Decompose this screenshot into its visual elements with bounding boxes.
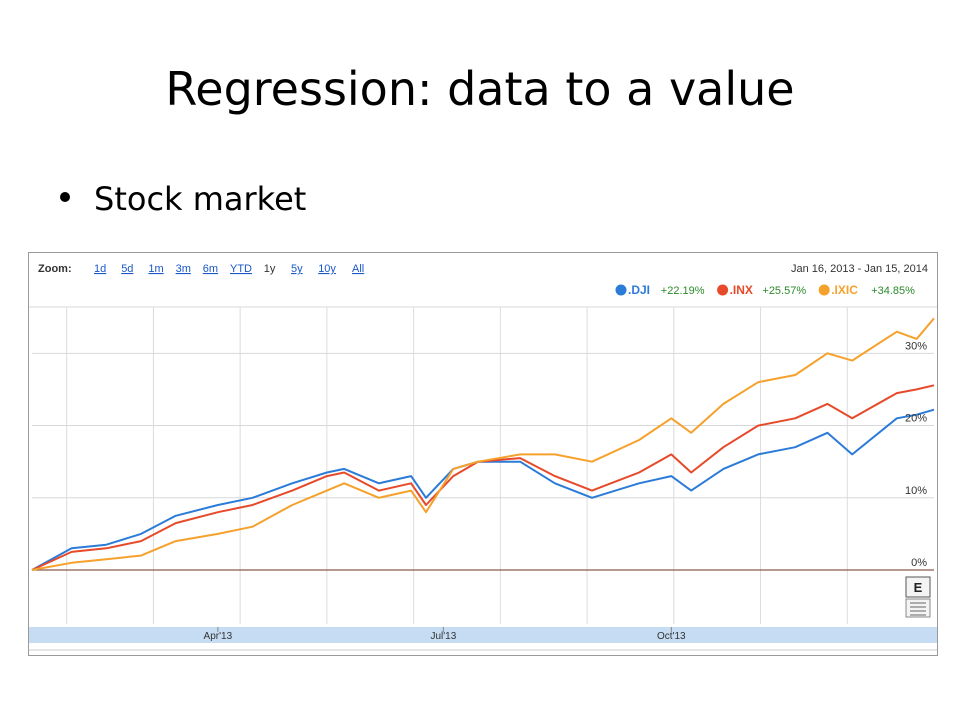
bullet-text: Stock market [94,180,307,218]
y-tick-label: 30% [905,340,927,352]
x-tick-label: Jul'13 [430,631,456,642]
date-range: Jan 16, 2013 - Jan 15, 2014 [791,263,928,275]
series-line-ixic [31,317,935,571]
zoom-option-6m[interactable]: 6m [203,263,218,275]
legend-dot-icon [818,284,830,296]
chart-border [28,252,938,656]
legend-series-name: .DJI [628,283,650,297]
x-tick-label: Oct'13 [657,631,686,642]
y-axis-ticks: 0% 10% 20% 30% [905,340,927,569]
zoom-option-1d[interactable]: 1d [94,263,106,275]
gridlines [32,307,934,624]
bullet-dot-icon [60,192,70,202]
y-tick-label: 20% [905,413,927,425]
series-lines [31,317,935,571]
chart-legend: .DJI +22.19% .INX +25.57% .IXIC +34.85% [615,283,915,297]
zoom-options: 1d 5d 1m 3m 6m YTD 1y 5y 10y All [94,263,364,275]
e-button-label: E [914,580,923,595]
legend-item-ixic[interactable]: .IXIC +34.85% [818,283,915,297]
zoom-option-5y[interactable]: 5y [291,263,303,275]
legend-series-change: +22.19% [661,285,705,297]
legend-item-inx[interactable]: .INX +25.57% [717,283,806,297]
stock-chart-widget: Zoom: 1d 5d 1m 3m 6m YTD 1y 5y 10y All Jan 16, 20… [28,252,938,656]
x-axis-ticks: Apr'13 Jul'13 Oct'13 [204,627,686,642]
y-tick-label: 0% [911,557,927,569]
legend-dot-icon [717,284,729,296]
navigator-bar[interactable] [29,627,937,643]
zoom-option-1m[interactable]: 1m [148,263,163,275]
legend-dot-icon [615,284,627,296]
legend-series-change: +34.85% [871,285,915,297]
zoom-label: Zoom: [38,263,72,275]
stock-chart: Zoom: 1d 5d 1m 3m 6m YTD 1y 5y 10y All Jan 16, 20… [28,252,938,656]
e-button[interactable]: E [905,576,931,598]
zoom-option-ytd[interactable]: YTD [230,263,252,275]
legend-series-name: .IXIC [831,283,858,297]
zoom-option-1y: 1y [264,263,276,275]
slide-title: Regression: data to a value [165,62,795,116]
y-tick-label: 10% [905,485,927,497]
legend-series-change: +25.57% [762,285,806,297]
menu-lines-icon[interactable] [905,598,931,618]
x-tick-label: Apr'13 [204,631,233,642]
bullet-item: Stock market [60,180,306,218]
zoom-option-3m[interactable]: 3m [176,263,191,275]
legend-item-dji[interactable]: .DJI +22.19% [615,283,705,297]
zoom-option-5d[interactable]: 5d [121,263,133,275]
legend-series-name: .INX [730,283,753,297]
zoom-option-10y[interactable]: 10y [318,263,336,275]
zoom-option-all[interactable]: All [352,263,364,275]
